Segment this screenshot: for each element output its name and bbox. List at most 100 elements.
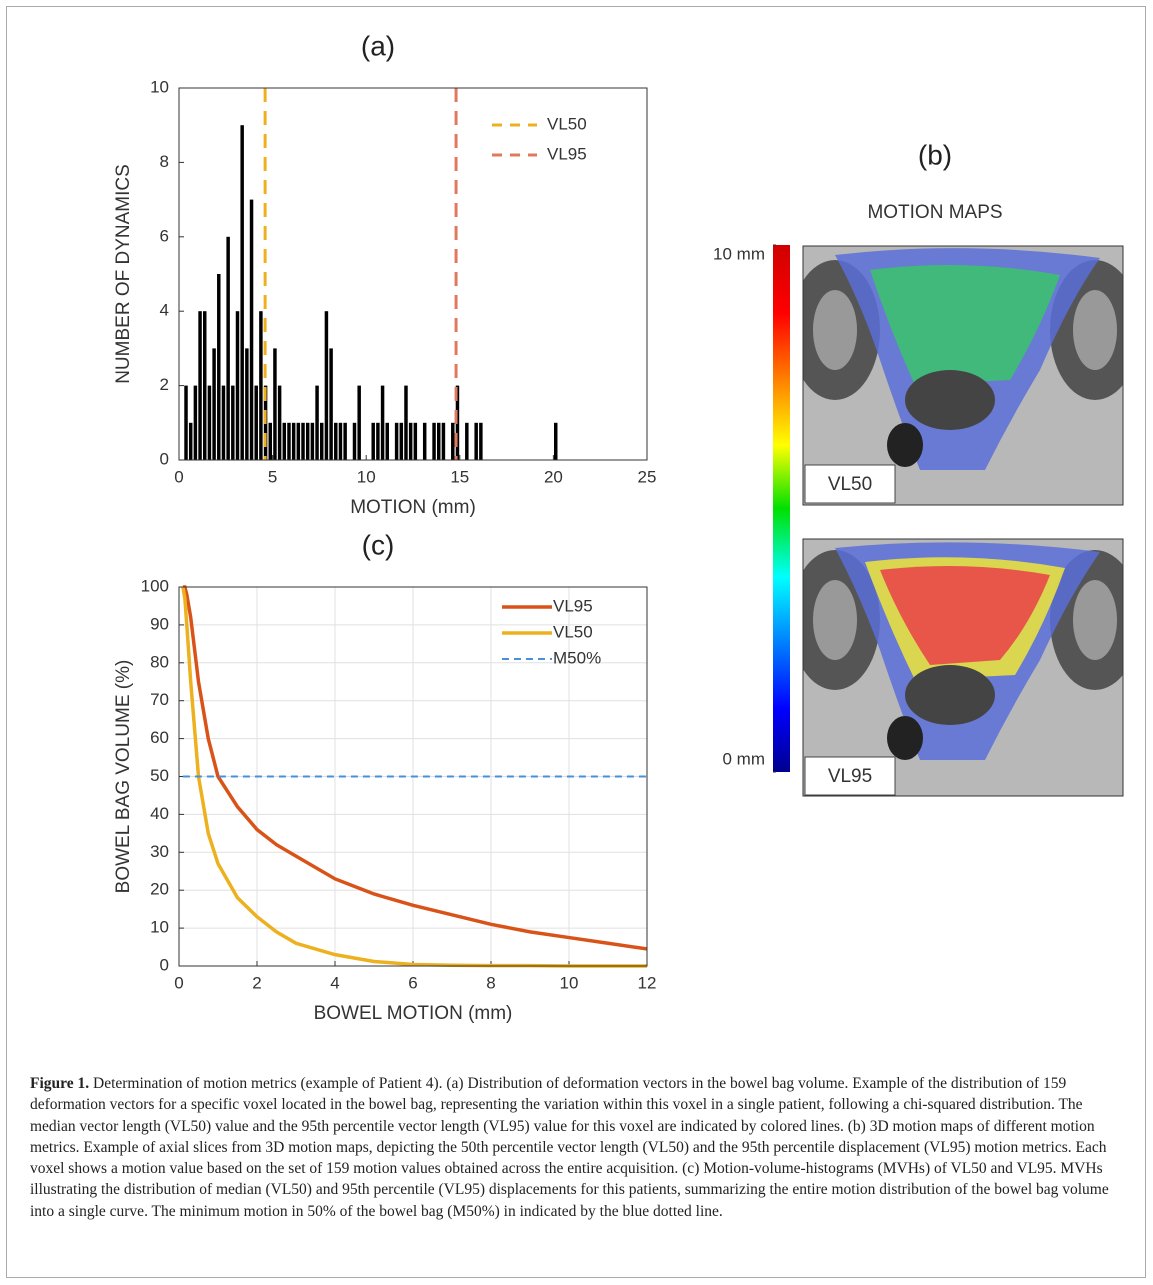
histogram-bar [338, 422, 343, 460]
histogram-bar [320, 422, 324, 460]
y-tick-label: 8 [160, 152, 169, 171]
histogram-bar [399, 422, 404, 460]
panel-label: VL50 [828, 474, 872, 495]
x-tick-label: 10 [560, 973, 579, 992]
x-tick-label: 0 [174, 973, 183, 992]
histogram-bar [245, 348, 249, 460]
y-tick-label: 40 [150, 804, 169, 823]
axes-frame [178, 87, 648, 461]
motion-map-vl50 [803, 246, 1123, 505]
histogram-bar [474, 422, 478, 460]
histogram-bar [394, 422, 399, 460]
histogram-bar [249, 199, 254, 460]
histogram-bar [371, 422, 375, 460]
y-tick-label: 100 [141, 576, 169, 595]
legend-label: VL50 [547, 114, 587, 133]
x-tick-label: 5 [268, 467, 277, 486]
motion-map-vl95 [803, 539, 1123, 796]
histogram-bar [240, 125, 244, 460]
histogram-bar [287, 422, 291, 460]
histogram-bar [184, 385, 188, 460]
histogram-bar [329, 348, 333, 460]
chart-title: (c) [362, 529, 395, 560]
y-axis-label: NUMBER OF DYNAMICS [113, 164, 134, 384]
y-tick-label: 90 [150, 614, 169, 633]
histogram-bar [315, 385, 319, 460]
histogram-bar [376, 422, 380, 460]
histogram-bar [380, 385, 385, 460]
colorbar-label: 10 mm [713, 244, 765, 263]
map-border [802, 245, 1124, 506]
histogram-bar [282, 422, 287, 460]
chart-title: (b) [918, 139, 952, 170]
x-tick-label: 0 [174, 467, 183, 486]
histogram-bar [479, 422, 483, 460]
histogram-bar [188, 422, 193, 460]
x-tick-label: 4 [330, 973, 339, 992]
histogram-bar [203, 311, 207, 460]
histogram-bar [273, 348, 277, 460]
histogram-bar [305, 422, 310, 460]
histogram-bar [268, 422, 272, 460]
series-line [182, 585, 648, 951]
y-tick-label: 20 [150, 880, 169, 899]
histogram-bar [217, 274, 221, 460]
y-tick-label: 2 [160, 375, 169, 394]
x-tick-label: 15 [450, 467, 469, 486]
y-tick-label: 50 [150, 766, 169, 785]
histogram-bar [357, 385, 361, 460]
legend-label: M50% [553, 648, 601, 667]
histogram-bar [437, 422, 441, 460]
x-tick-label: 25 [638, 467, 657, 486]
histogram-bar [352, 422, 357, 460]
histogram-bar [193, 385, 198, 460]
histogram-bar [441, 422, 446, 460]
x-axis-label: BOWEL MOTION (mm) [314, 1003, 513, 1024]
y-tick-label: 80 [150, 652, 169, 671]
map-border [802, 538, 1124, 797]
y-axis-label: BOWEL BAG VOLUME (%) [113, 660, 134, 894]
histogram-bar [404, 385, 408, 460]
y-tick-label: 4 [160, 301, 169, 320]
chart-subtitle: MOTION MAPS [867, 202, 1002, 223]
x-axis-label: MOTION (mm) [350, 497, 476, 518]
chart-title: (a) [361, 30, 395, 61]
histogram-bar [408, 422, 413, 460]
histogram-bar [221, 385, 226, 460]
x-tick-label: 10 [357, 467, 376, 486]
histogram-bar [413, 422, 418, 460]
panel-label: VL95 [828, 766, 872, 787]
histogram-bar [207, 385, 212, 460]
legend-label: VL95 [547, 144, 587, 163]
y-tick-label: 60 [150, 728, 169, 747]
y-tick-label: 0 [160, 449, 169, 468]
histogram-bar [432, 422, 436, 460]
colorbar-label: 0 mm [723, 749, 766, 768]
histogram-bar [334, 422, 338, 460]
caption-text: Determination of motion metrics (example… [30, 1075, 1109, 1220]
histogram-bar [301, 422, 305, 460]
histogram-bar [235, 311, 240, 460]
y-tick-label: 6 [160, 226, 169, 245]
histogram-bar [310, 422, 315, 460]
axes-frame [178, 586, 648, 967]
caption-label: Figure 1. [30, 1075, 90, 1092]
histogram-bar [259, 311, 263, 460]
caption: Figure 1. Determination of motion metric… [30, 1073, 1125, 1222]
histogram-bar [422, 422, 427, 460]
colorbar [773, 245, 790, 772]
histogram-bar [291, 422, 296, 460]
histogram-bar [343, 422, 347, 460]
histogram-bar [385, 422, 389, 460]
histogram-bar [254, 385, 258, 460]
y-tick-label: 10 [150, 918, 169, 937]
legend-label: VL50 [553, 622, 593, 641]
histogram-bar [226, 236, 230, 460]
histogram-bar [451, 422, 455, 460]
legend-label: VL95 [553, 596, 593, 615]
x-tick-label: 12 [638, 973, 657, 992]
histogram-bar [231, 385, 235, 460]
y-tick-label: 0 [160, 955, 169, 974]
x-tick-label: 6 [408, 973, 417, 992]
x-tick-label: 2 [252, 973, 261, 992]
